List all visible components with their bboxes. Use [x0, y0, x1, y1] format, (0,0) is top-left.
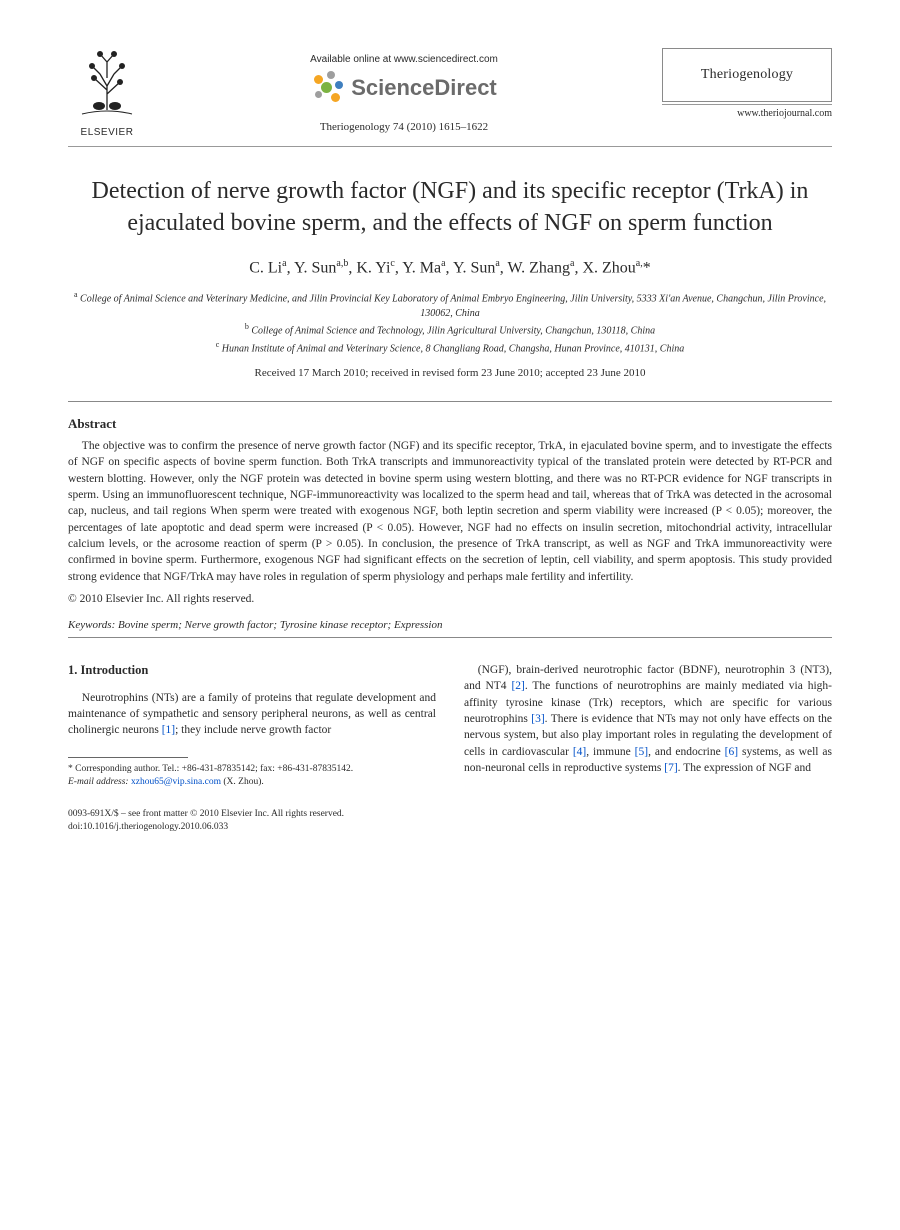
elsevier-logo-block: ELSEVIER	[68, 48, 146, 138]
authors-line: C. Lia, Y. Suna,b, K. Yic, Y. Maa, Y. Su…	[68, 258, 832, 277]
affiliations: a College of Animal Science and Veterina…	[68, 289, 832, 357]
header-row: ELSEVIER Available online at www.science…	[68, 48, 832, 138]
ref-link[interactable]: [7]	[664, 762, 677, 774]
citation-line: Theriogenology 74 (2010) 1615–1622	[146, 121, 662, 133]
sciencedirect-text: ScienceDirect	[351, 75, 497, 101]
abstract-bottom-rule	[68, 637, 832, 638]
footnote-email-line: E-mail address: xzhou65@vip.sina.com (X.…	[68, 776, 436, 789]
footer-doi: doi:10.1016/j.theriogenology.2010.06.033	[68, 821, 832, 834]
abstract-body: The objective was to confirm the presenc…	[68, 438, 832, 585]
keywords-line: Keywords: Bovine sperm; Nerve growth fac…	[68, 619, 832, 631]
ref-link[interactable]: [4]	[573, 746, 586, 758]
sciencedirect-logo: ScienceDirect	[311, 71, 497, 105]
intro-paragraph-right: (NGF), brain-derived neurotrophic factor…	[464, 662, 832, 776]
intro-heading: 1. Introduction	[68, 662, 436, 680]
keywords-label: Keywords:	[68, 619, 115, 631]
keywords-text: Bovine sperm; Nerve growth factor; Tyros…	[118, 619, 442, 631]
footnote-email-link[interactable]: xzhou65@vip.sina.com	[131, 777, 221, 787]
ref-link[interactable]: [3]	[531, 713, 544, 725]
footer-front-matter: 0093-691X/$ – see front matter © 2010 El…	[68, 808, 832, 821]
corresponding-author-footnote: * Corresponding author. Tel.: +86-431-87…	[68, 763, 436, 789]
abstract-copyright: © 2010 Elsevier Inc. All rights reserved…	[68, 593, 832, 605]
ref-link[interactable]: [1]	[162, 724, 175, 736]
intro-paragraph-left: Neurotrophins (NTs) are a family of prot…	[68, 690, 436, 739]
header-center: Available online at www.sciencedirect.co…	[146, 48, 662, 133]
article-title: Detection of nerve growth factor (NGF) a…	[88, 175, 812, 240]
available-online-text: Available online at www.sciencedirect.co…	[146, 54, 662, 65]
journal-name-box: Theriogenology	[662, 48, 832, 102]
sciencedirect-dots-icon	[311, 71, 345, 105]
abstract-heading: Abstract	[68, 416, 832, 432]
header-rule	[68, 146, 832, 147]
journal-url: www.theriojournal.com	[662, 104, 832, 119]
affiliation-b: b College of Animal Science and Technolo…	[68, 321, 832, 339]
footnote-email-label: E-mail address:	[68, 777, 129, 787]
column-right: (NGF), brain-derived neurotrophic factor…	[464, 662, 832, 788]
affiliation-c: c Hunan Institute of Animal and Veterina…	[68, 339, 832, 357]
elsevier-tree-icon	[72, 48, 142, 118]
ref-link[interactable]: [6]	[725, 746, 738, 758]
footnote-corr: * Corresponding author. Tel.: +86-431-87…	[68, 763, 436, 776]
ref-link[interactable]: [2]	[511, 680, 524, 692]
journal-block: Theriogenology www.theriojournal.com	[662, 48, 832, 119]
abstract-top-rule	[68, 401, 832, 402]
elsevier-label: ELSEVIER	[68, 127, 146, 138]
footnote-email-person: (X. Zhou).	[223, 777, 263, 787]
footnote-rule	[68, 757, 188, 758]
footer-block: 0093-691X/$ – see front matter © 2010 El…	[68, 808, 832, 834]
column-left: 1. Introduction Neurotrophins (NTs) are …	[68, 662, 436, 788]
body-columns: 1. Introduction Neurotrophins (NTs) are …	[68, 662, 832, 788]
affiliation-a: a College of Animal Science and Veterina…	[68, 289, 832, 321]
article-dates: Received 17 March 2010; received in revi…	[68, 367, 832, 379]
ref-link[interactable]: [5]	[635, 746, 648, 758]
